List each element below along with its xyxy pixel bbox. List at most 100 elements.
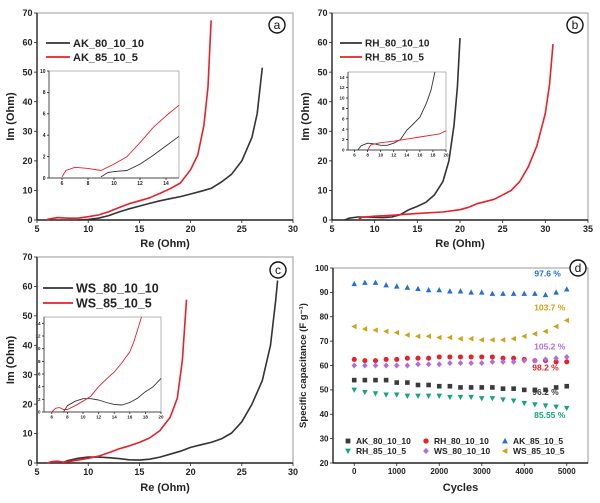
chart-b-inset: 6 8 10 12 14 16 18 20 0 2 4 6 8 10 12 14 xyxy=(339,71,449,158)
series-AK_85_10_5 xyxy=(351,279,570,298)
x-tick-label: 6 xyxy=(353,153,356,158)
data-point-diamond xyxy=(532,357,538,364)
series-line-AK_85_10_5 xyxy=(47,20,212,221)
x-tick-label: 16 xyxy=(417,153,423,158)
data-point-circle xyxy=(415,355,421,361)
y-tick-label: 20 xyxy=(22,156,32,166)
x-axis-title: Cycles xyxy=(443,482,478,494)
data-point-triangle-up xyxy=(563,286,570,292)
y-tick-label: 100 xyxy=(315,264,329,273)
data-point-triangle-down xyxy=(521,400,528,407)
data-point-triangle-down xyxy=(542,403,549,409)
retention-annotation: 96.2 % xyxy=(532,387,559,397)
y-tick-label: 30 xyxy=(320,434,329,443)
data-point-triangle-down xyxy=(489,396,496,402)
x-tick-label: 5000 xyxy=(558,467,576,476)
data-point-triangle-left xyxy=(361,326,368,332)
data-point-diamond xyxy=(351,362,358,369)
y-axis-title: Im (Ohm) xyxy=(5,336,17,385)
series-line-inset-0 xyxy=(100,135,180,178)
data-point-triangle-down xyxy=(468,394,474,401)
data-point-circle xyxy=(489,354,495,360)
data-point-triangle-up xyxy=(383,282,389,288)
panel-label: d xyxy=(575,261,582,275)
data-point-triangle-left xyxy=(553,323,559,330)
y-tick-label: 70 xyxy=(22,252,32,262)
data-point-triangle-left xyxy=(501,448,508,454)
y-tick-label: 6 xyxy=(342,116,345,121)
data-point-triangle-up xyxy=(372,279,379,285)
x-tick-label: 10 xyxy=(83,467,93,477)
data-point-triangle-left xyxy=(404,332,410,338)
data-point-triangle-down xyxy=(510,398,517,404)
x-axis-title: Re (Ohm) xyxy=(140,482,190,494)
y-tick-label: 2 xyxy=(38,397,41,402)
data-point-triangle-up xyxy=(478,289,485,295)
data-point-circle xyxy=(553,359,559,365)
data-point-triangle-down xyxy=(404,393,411,399)
y-tick-label: 70 xyxy=(22,8,32,18)
x-tick-label: 8 xyxy=(366,153,369,158)
data-point-square xyxy=(426,382,431,388)
data-point-triangle-left xyxy=(457,335,463,342)
data-point-triangle-up xyxy=(457,288,464,294)
y-tick-label: 40 xyxy=(320,410,329,419)
data-point-diamond xyxy=(457,360,464,367)
data-point-triangle-left xyxy=(446,334,453,341)
data-point-square xyxy=(564,383,570,389)
y-tick-label: 50 xyxy=(320,386,329,395)
series-line-inset-0 xyxy=(357,71,436,151)
data-point-square xyxy=(479,385,485,390)
data-point-square xyxy=(383,377,389,383)
y-tick-label: 50 xyxy=(317,67,327,77)
data-point-triangle-down xyxy=(345,448,351,455)
legend-label: RH_85_10_5 xyxy=(365,53,424,64)
x-tick-label: 14 xyxy=(404,153,410,158)
y-tick-label: 4 xyxy=(38,384,41,389)
y-tick-label: 60 xyxy=(22,38,32,48)
legend-label: AK_85_10_5 xyxy=(513,436,563,446)
y-tick-label: 10 xyxy=(317,186,327,196)
data-point-square xyxy=(415,382,421,388)
y-axis-title: Specific capacitance (F g⁻¹) xyxy=(298,303,309,428)
x-tick-label: 6 xyxy=(51,415,54,420)
data-point-triangle-left xyxy=(531,331,538,337)
data-point-square xyxy=(351,377,357,383)
y-tick-label: 10 xyxy=(22,186,32,196)
x-tick-label: 12 xyxy=(96,415,102,420)
y-tick-label: 40 xyxy=(317,97,327,107)
x-tick-label: 4000 xyxy=(515,467,533,476)
data-point-triangle-down xyxy=(563,405,570,412)
data-point-circle xyxy=(426,355,432,361)
y-tick-label: 14 xyxy=(339,75,345,80)
x-tick-label: 18 xyxy=(143,415,149,420)
data-point-diamond xyxy=(393,362,400,369)
data-point-square xyxy=(394,380,400,385)
y-tick-label: 0 xyxy=(27,458,32,468)
y-tick-label: 0 xyxy=(38,410,41,415)
series-WS_80_10_10 xyxy=(351,353,570,369)
data-point-triangle-up xyxy=(425,286,432,293)
x-tick-label: 5 xyxy=(34,467,39,477)
data-point-diamond xyxy=(383,362,389,369)
y-tick-label: 20 xyxy=(320,459,329,468)
x-tick-label: 5 xyxy=(329,224,334,234)
data-point-circle xyxy=(479,354,485,360)
x-tick-label: 2000 xyxy=(430,467,448,476)
data-point-square xyxy=(511,386,516,391)
data-point-diamond xyxy=(500,358,506,365)
legend-label: WS_85_10_5 xyxy=(513,446,565,456)
data-point-triangle-up xyxy=(542,291,549,298)
y-tick-label: 0 xyxy=(322,215,327,225)
y-tick-label: 40 xyxy=(22,340,32,350)
legend-label: AK_85_10_5 xyxy=(73,52,138,64)
y-tick-label: 6 xyxy=(38,372,41,377)
y-tick-label: 8 xyxy=(43,90,46,96)
data-point-diamond xyxy=(415,361,421,368)
data-point-square xyxy=(490,385,495,390)
data-point-triangle-down xyxy=(383,392,389,398)
data-point-triangle-up xyxy=(489,290,496,296)
chart-a-inset: 6 8 10 12 14 0 2 4 6 8 10 xyxy=(40,69,180,187)
x-tick-label: 14 xyxy=(112,415,118,420)
